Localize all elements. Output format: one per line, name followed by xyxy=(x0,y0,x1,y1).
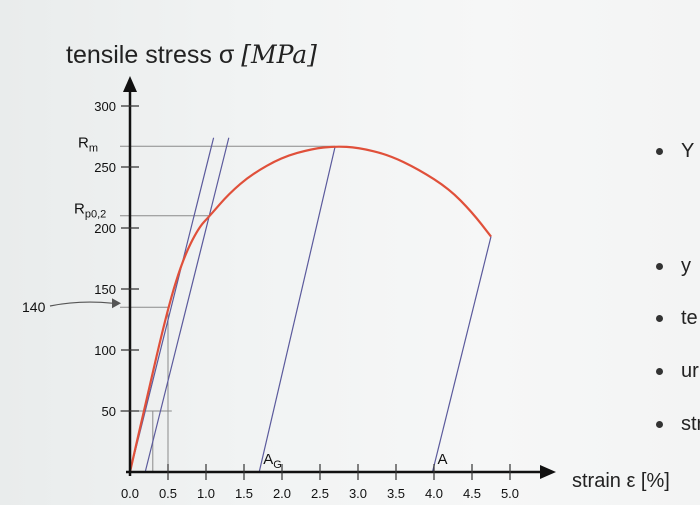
bullet-item-1: Y xyxy=(656,140,694,163)
x-axis-title: strain ε [%] xyxy=(572,470,670,492)
bullet-text: te xyxy=(681,307,698,329)
bullet-text: ur xyxy=(681,360,699,382)
bullet-text: Y xyxy=(681,140,695,162)
offset-line-0 xyxy=(129,137,215,473)
bullet-text: str xyxy=(681,413,700,435)
x-axis-arrow xyxy=(540,465,556,479)
stress-strain-curve xyxy=(128,145,492,473)
ag-label: AG xyxy=(263,451,282,471)
bullet-dot xyxy=(656,263,663,271)
rp02-label: Rp0,2 xyxy=(74,200,106,220)
y-tick-label-50: 50 xyxy=(102,404,116,419)
bullet-text: y xyxy=(681,255,691,277)
y-axis-title: tensile stress σ [MPa] xyxy=(66,40,317,70)
callout-140-label: 140 xyxy=(22,299,46,315)
bullet-item-4: ur xyxy=(656,360,699,383)
x-tick-label-1.0: 1.0 xyxy=(197,486,215,501)
unloading-line-0 xyxy=(258,146,336,473)
x-tick-label-0.5: 0.5 xyxy=(159,486,177,501)
x-tick-label-0.0: 0.0 xyxy=(121,486,139,501)
x-tick-label-4.5: 4.5 xyxy=(463,486,481,501)
x-tick-label-2.5: 2.5 xyxy=(311,486,329,501)
bullet-dot xyxy=(656,368,663,376)
x-tick-label-3.5: 3.5 xyxy=(387,486,405,501)
bullet-dot xyxy=(656,421,663,429)
bullet-dot xyxy=(656,148,663,156)
bullet-item-2: y xyxy=(656,255,691,278)
a-label: A xyxy=(437,451,447,468)
y-axis-title-text: tensile stress σ xyxy=(66,41,235,69)
x-tick-label-1.5: 1.5 xyxy=(235,486,253,501)
y-axis-arrow xyxy=(123,76,137,92)
x-tick-label-3.0: 3.0 xyxy=(349,486,367,501)
bullet-dot xyxy=(656,315,663,323)
y-tick-label-100: 100 xyxy=(94,343,116,358)
y-axis-title-unit: [MPa] xyxy=(241,40,317,69)
bullet-item-3: te xyxy=(656,307,698,330)
unloading-line-1 xyxy=(431,236,492,473)
x-tick-label-2.0: 2.0 xyxy=(273,486,291,501)
y-tick-label-150: 150 xyxy=(94,282,116,297)
x-tick-label-5.0: 5.0 xyxy=(501,486,519,501)
y-tick-label-300: 300 xyxy=(94,99,116,114)
rm-label: Rm xyxy=(78,135,98,155)
callout-140-arrow xyxy=(49,301,113,307)
callout-140-arrowhead xyxy=(112,298,121,309)
y-tick-label-200: 200 xyxy=(94,221,116,236)
x-tick-label-4.0: 4.0 xyxy=(425,486,443,501)
y-tick-label-250: 250 xyxy=(94,160,116,175)
offset-line-1 xyxy=(144,137,230,473)
bullet-item-5: str xyxy=(656,413,700,436)
